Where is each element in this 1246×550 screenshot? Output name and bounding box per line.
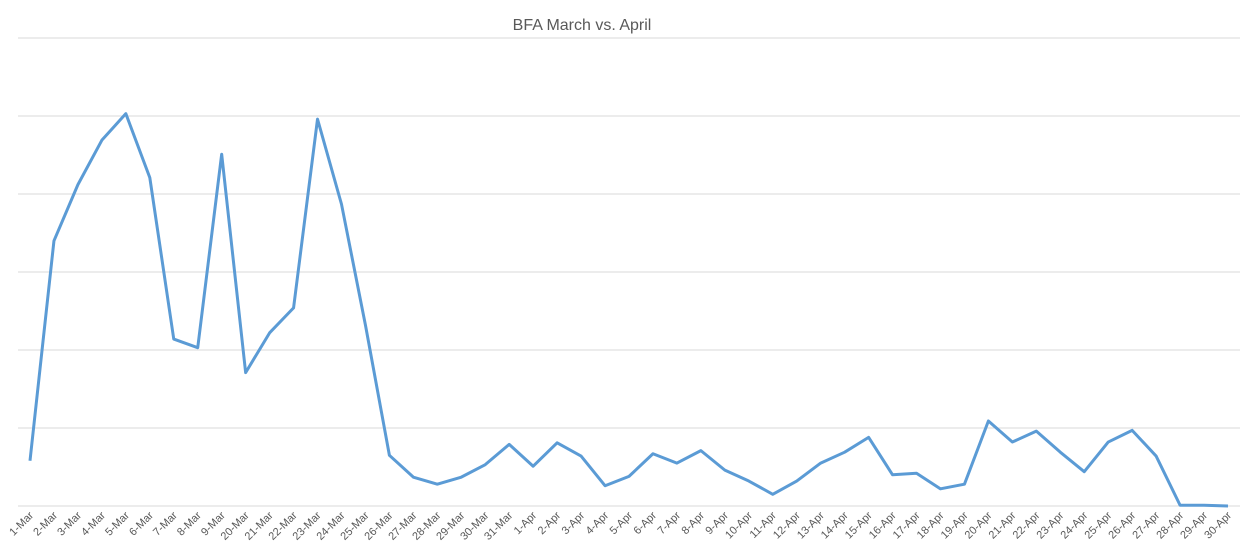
x-tick-label: 4-Mar: [79, 509, 108, 538]
x-tick-label: 5-Mar: [103, 509, 132, 538]
x-tick-label: 30-Apr: [1202, 509, 1234, 541]
x-tick-label: 7-Mar: [151, 509, 180, 538]
x-tick-label: 5-Apr: [608, 509, 636, 537]
x-tick-label: 8-Mar: [175, 509, 204, 538]
data-line: [28, 112, 1229, 508]
x-tick-label: 7-Apr: [656, 509, 684, 537]
x-tick-label: 2-Mar: [31, 509, 60, 538]
x-tick-label: 2-Apr: [536, 509, 564, 537]
x-tick-label: 6-Mar: [127, 509, 156, 538]
x-tick-label: 1-Apr: [512, 509, 540, 537]
x-tick-label: 3-Mar: [55, 509, 84, 538]
x-tick-label: 8-Apr: [679, 509, 707, 537]
x-tick-label: 10-Apr: [723, 509, 755, 541]
x-tick-label: 3-Apr: [560, 509, 588, 537]
x-tick-label: 1-Mar: [7, 509, 36, 538]
chart-title: BFA March vs. April: [513, 17, 652, 34]
x-tick-label: 6-Apr: [632, 509, 660, 537]
x-tick-label: 4-Apr: [584, 509, 612, 537]
